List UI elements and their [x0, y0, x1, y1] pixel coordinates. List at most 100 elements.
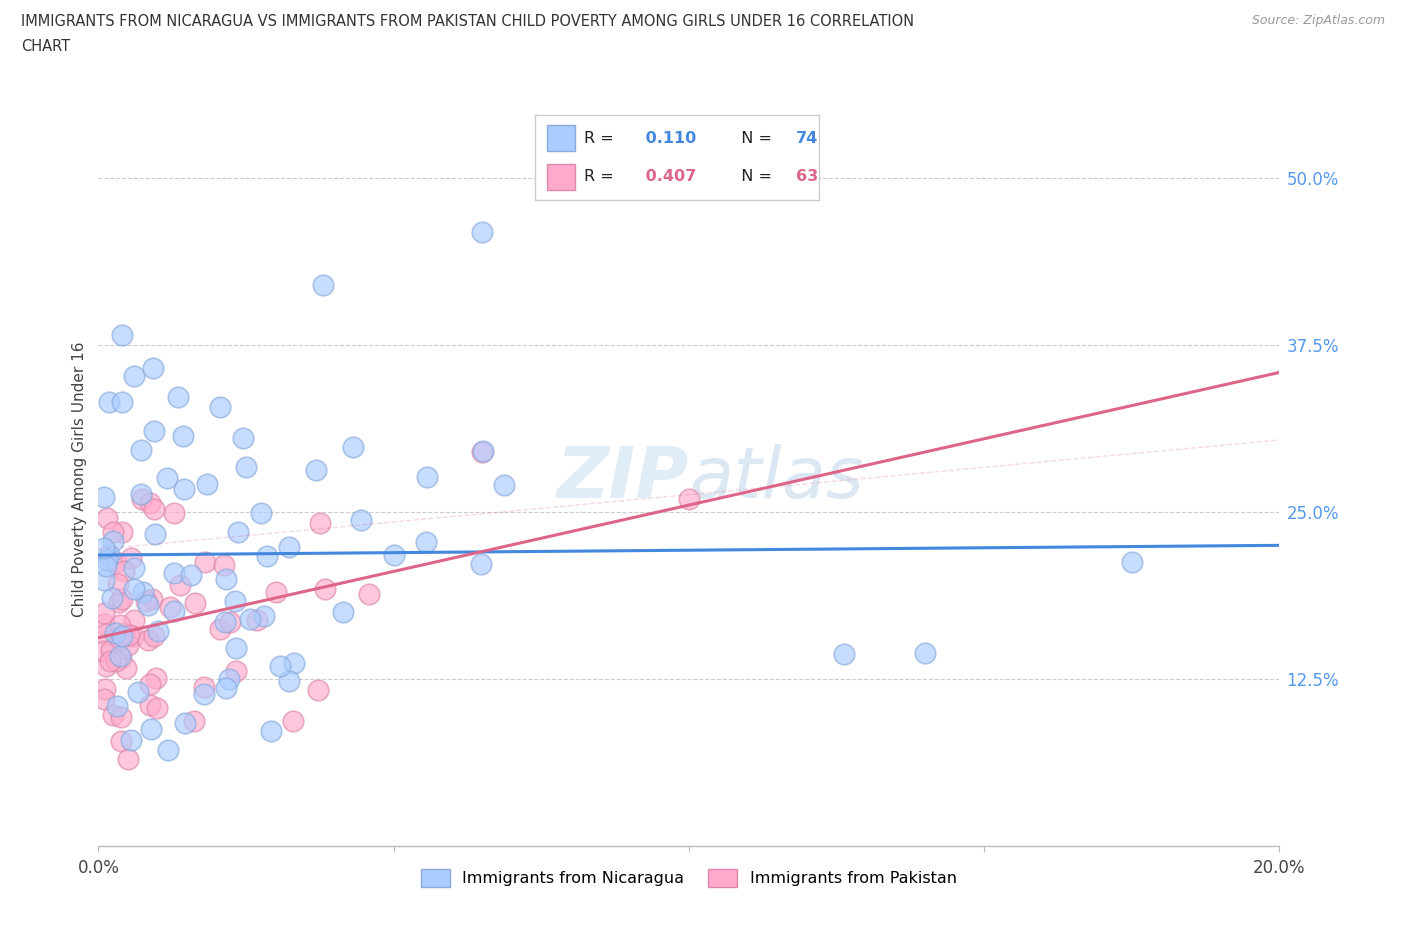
Point: [146, 623, 169, 638]
Point: [107, 577, 129, 591]
Point: [111, 395, 134, 410]
Point: [142, 361, 165, 376]
Point: [225, 664, 247, 679]
Point: [678, 492, 700, 507]
Point: [159, 599, 181, 614]
Point: [103, 525, 125, 539]
Point: [142, 424, 165, 439]
Point: [100, 643, 122, 658]
Point: [115, 660, 138, 675]
Point: [105, 653, 128, 668]
Text: Source: ZipAtlas.com: Source: ZipAtlas.com: [1251, 14, 1385, 27]
Point: [471, 445, 494, 459]
Point: [93, 489, 115, 504]
Point: [110, 733, 132, 748]
Point: [145, 700, 167, 715]
Point: [312, 278, 335, 293]
Point: [470, 556, 492, 571]
Point: [415, 535, 437, 550]
Point: [93, 605, 115, 620]
Point: [110, 648, 132, 663]
Point: [215, 572, 238, 587]
Point: [307, 683, 329, 698]
Point: [131, 487, 153, 502]
Legend: Immigrants from Nicaragua, Immigrants from Pakistan: Immigrants from Nicaragua, Immigrants fr…: [415, 862, 963, 894]
Point: [193, 686, 215, 701]
Point: [183, 713, 205, 728]
Point: [108, 594, 131, 609]
Point: [93, 627, 115, 642]
Point: [278, 540, 301, 555]
Point: [832, 647, 855, 662]
Point: [180, 567, 202, 582]
Point: [145, 671, 167, 685]
Point: [104, 625, 127, 640]
Point: [110, 710, 132, 724]
Point: [110, 650, 132, 665]
Point: [142, 501, 165, 516]
Point: [94, 559, 117, 574]
Point: [121, 629, 143, 644]
Point: [101, 591, 124, 605]
Point: [163, 566, 186, 581]
Point: [142, 629, 165, 644]
Point: [138, 677, 160, 692]
Point: [239, 612, 262, 627]
Point: [163, 506, 186, 521]
Point: [120, 551, 142, 565]
Point: [136, 632, 159, 647]
Point: [117, 752, 139, 767]
Point: [135, 594, 157, 609]
Point: [122, 582, 145, 597]
Point: [127, 684, 149, 699]
Point: [246, 613, 269, 628]
Point: [194, 554, 217, 569]
Point: [471, 224, 494, 239]
Point: [314, 582, 336, 597]
Point: [305, 462, 328, 477]
Text: atlas: atlas: [689, 445, 863, 513]
Point: [173, 481, 195, 496]
Point: [105, 554, 128, 569]
Point: [96, 658, 118, 673]
Point: [914, 645, 936, 660]
Point: [342, 440, 364, 455]
Point: [139, 722, 162, 737]
Point: [132, 585, 155, 600]
Point: [232, 431, 254, 445]
Point: [124, 612, 146, 627]
Point: [118, 628, 141, 643]
Point: [138, 598, 160, 613]
Point: [269, 659, 291, 674]
Point: [219, 615, 242, 630]
Point: [264, 585, 287, 600]
Point: [131, 492, 153, 507]
Point: [309, 516, 332, 531]
Point: [105, 698, 128, 713]
Point: [174, 715, 197, 730]
Point: [93, 540, 115, 555]
Point: [96, 553, 118, 568]
Point: [94, 682, 117, 697]
Point: [124, 561, 146, 576]
Text: IMMIGRANTS FROM NICARAGUA VS IMMIGRANTS FROM PAKISTAN CHILD POVERTY AMONG GIRLS : IMMIGRANTS FROM NICARAGUA VS IMMIGRANTS …: [21, 14, 914, 29]
Point: [117, 637, 139, 652]
Point: [235, 459, 257, 474]
Point: [101, 707, 124, 722]
Point: [163, 604, 186, 618]
Point: [209, 621, 232, 636]
Y-axis label: Child Poverty Among Girls Under 16: Child Poverty Among Girls Under 16: [72, 341, 87, 617]
Point: [97, 394, 120, 409]
Point: [122, 368, 145, 383]
Point: [110, 618, 132, 633]
Point: [256, 548, 278, 563]
Point: [224, 594, 246, 609]
Point: [93, 617, 115, 631]
Point: [1121, 554, 1143, 569]
Point: [157, 742, 180, 757]
Text: ZIP: ZIP: [557, 445, 689, 513]
Point: [277, 673, 299, 688]
Point: [108, 631, 131, 646]
Point: [350, 512, 373, 527]
Point: [93, 692, 115, 707]
